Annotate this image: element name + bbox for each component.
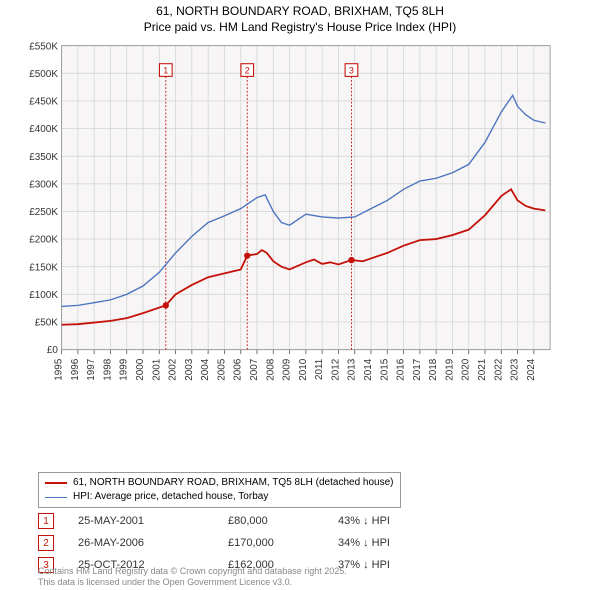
title-line1: 61, NORTH BOUNDARY ROAD, BRIXHAM, TQ5 8L… [0,4,600,20]
svg-text:£450K: £450K [29,97,58,108]
sale-marker-icon: 2 [38,535,54,551]
footer-line1: Contains HM Land Registry data © Crown c… [38,566,347,577]
svg-text:2005: 2005 [216,358,227,381]
sale-diff: 34% ↓ HPI [338,537,438,549]
svg-text:2015: 2015 [379,358,390,381]
svg-text:2: 2 [245,66,250,76]
svg-text:2021: 2021 [477,358,488,381]
svg-text:1995: 1995 [54,358,65,381]
legend-label: HPI: Average price, detached house, Torb… [73,490,268,504]
svg-text:2006: 2006 [233,358,244,381]
svg-text:£350K: £350K [29,152,58,163]
footer-attribution: Contains HM Land Registry data © Crown c… [38,566,347,588]
svg-text:2014: 2014 [363,358,374,381]
svg-text:2024: 2024 [526,358,537,381]
sale-row: 2 26-MAY-2006 £170,000 34% ↓ HPI [38,532,438,554]
legend-item: 61, NORTH BOUNDARY ROAD, BRIXHAM, TQ5 8L… [45,476,394,490]
sale-diff: 43% ↓ HPI [338,515,438,527]
sale-marker-icon: 1 [38,513,54,529]
svg-text:1996: 1996 [70,358,81,381]
svg-text:2010: 2010 [298,358,309,381]
svg-text:£300K: £300K [29,179,58,190]
sale-row: 1 25-MAY-2001 £80,000 43% ↓ HPI [38,510,438,532]
svg-text:2003: 2003 [184,358,195,381]
line-chart: £0 £50K £100K £150K £200K £250K £300K £350K £400… [20,42,570,422]
chart-legend: 61, NORTH BOUNDARY ROAD, BRIXHAM, TQ5 8L… [38,472,401,508]
svg-text:2017: 2017 [412,358,423,381]
svg-text:1999: 1999 [119,358,130,381]
svg-text:2012: 2012 [330,358,341,381]
svg-text:2004: 2004 [200,358,211,381]
svg-text:£150K: £150K [29,262,58,273]
svg-text:£400K: £400K [29,124,58,135]
svg-text:2008: 2008 [265,358,276,381]
svg-text:2019: 2019 [444,358,455,381]
svg-text:£200K: £200K [29,235,58,246]
legend-label: 61, NORTH BOUNDARY ROAD, BRIXHAM, TQ5 8L… [73,476,394,490]
svg-text:2020: 2020 [461,358,472,381]
svg-text:£0: £0 [47,345,59,356]
svg-text:2011: 2011 [314,358,325,380]
svg-text:3: 3 [349,66,354,76]
title-line2: Price paid vs. HM Land Registry's House … [0,20,600,36]
sale-price: £80,000 [228,515,338,527]
legend-swatch-red [45,482,67,484]
svg-text:£100K: £100K [29,290,58,301]
svg-text:2018: 2018 [428,358,439,381]
sale-price: £170,000 [228,537,338,549]
svg-text:2001: 2001 [151,358,162,381]
svg-text:2013: 2013 [347,358,358,381]
svg-text:2022: 2022 [493,358,504,381]
sale-diff: 37% ↓ HPI [338,559,438,571]
svg-text:2000: 2000 [135,358,146,381]
legend-swatch-blue [45,497,67,498]
svg-text:1: 1 [163,66,168,76]
sale-date: 25-MAY-2001 [78,515,228,527]
footer-line2: This data is licensed under the Open Gov… [38,577,347,588]
svg-text:£550K: £550K [29,42,58,52]
svg-text:£250K: £250K [29,207,58,218]
svg-text:2009: 2009 [282,358,293,381]
svg-text:2023: 2023 [510,358,521,381]
svg-text:2016: 2016 [396,358,407,381]
svg-text:1998: 1998 [102,358,113,381]
svg-text:£500K: £500K [29,69,58,80]
svg-text:£50K: £50K [35,318,59,329]
chart-title: 61, NORTH BOUNDARY ROAD, BRIXHAM, TQ5 8L… [0,0,600,35]
chart-container: 61, NORTH BOUNDARY ROAD, BRIXHAM, TQ5 8L… [0,0,600,590]
sale-date: 26-MAY-2006 [78,537,228,549]
svg-text:2007: 2007 [249,358,260,381]
svg-text:2002: 2002 [168,358,179,381]
svg-text:1997: 1997 [86,358,97,381]
legend-item: HPI: Average price, detached house, Torb… [45,490,394,504]
